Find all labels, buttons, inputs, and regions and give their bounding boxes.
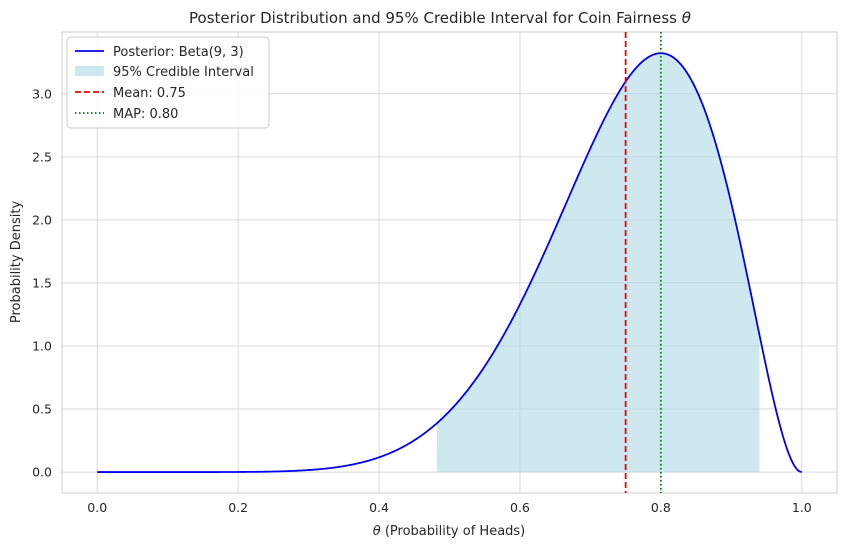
y-tick-label: 0.0 [32, 465, 52, 480]
y-tick-label: 1.0 [32, 338, 52, 353]
legend-label-mean: Mean: 0.75 [113, 86, 186, 101]
credible-interval-area [436, 53, 760, 473]
legend-frame [66, 36, 270, 129]
x-tick-label: 0.0 [87, 500, 107, 515]
credible-interval-layer [436, 53, 760, 473]
tick-labels: 0.0 0.2 0.4 0.6 0.8 1.0 0.0 0.5 1.0 1.5 2.0 2.5 3.0 [32, 86, 812, 515]
x-tick-label: 0.8 [651, 500, 671, 515]
x-tick-label: 0.4 [369, 500, 389, 515]
y-tick-label: 0.5 [32, 402, 52, 417]
series-layer [97, 32, 802, 493]
y-tick-label: 2.5 [32, 149, 52, 164]
legend-swatch-credible-interval [75, 66, 104, 76]
y-tick-label: 1.5 [32, 275, 52, 290]
legend-label-posterior: Posterior: Beta(9, 3) [113, 45, 244, 60]
legend-label-credible-interval: 95% Credible Interval [113, 65, 254, 80]
x-tick-label: 0.2 [228, 500, 248, 515]
x-axis-label: θ (Probability of Heads) [373, 524, 526, 539]
x-tick-label: 0.6 [510, 500, 530, 515]
y-tick-label: 2.0 [32, 212, 52, 227]
chart-title: Posterior Distribution and 95% Credible … [189, 9, 691, 27]
legend: Posterior: Beta(9, 3) 95% Credible Inter… [66, 36, 270, 129]
y-tick-label: 3.0 [32, 86, 52, 101]
y-axis-label: Probability Density [9, 201, 24, 324]
posterior-curve [97, 52, 802, 473]
x-tick-label: 1.0 [792, 500, 812, 515]
legend-label-map: MAP: 0.80 [113, 107, 178, 122]
